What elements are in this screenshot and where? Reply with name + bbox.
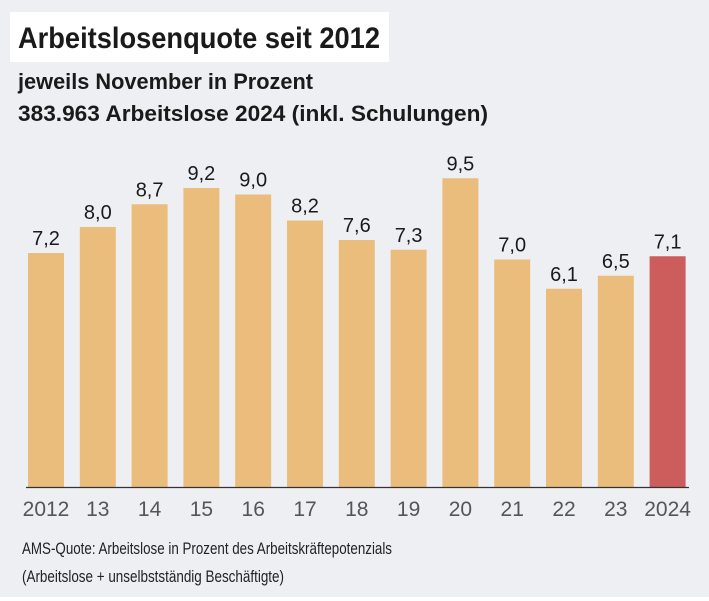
bar-21 (494, 259, 531, 487)
value-label-22: 6,1 (550, 264, 578, 286)
value-label-23: 6,5 (602, 251, 630, 273)
x-tick-17: 17 (293, 498, 316, 521)
bar-19 (390, 249, 427, 487)
x-tick-16: 16 (242, 498, 265, 521)
chart-subtitle-1: jeweils November in Prozent (17, 69, 314, 94)
value-label-19: 7,3 (395, 225, 423, 247)
bar-20 (442, 178, 479, 487)
value-label-16: 9,0 (239, 170, 267, 192)
value-label-18: 7,6 (343, 215, 371, 237)
bar-15 (183, 188, 220, 487)
x-tick-22: 22 (552, 498, 575, 521)
x-tick-14: 14 (138, 498, 162, 521)
footnote-2: (Arbeitslose + unselbstständig Beschäfti… (22, 567, 284, 586)
footnote-1: AMS-Quote: Arbeitslose in Prozent des Ar… (22, 539, 392, 558)
x-tick-18: 18 (345, 498, 368, 521)
bar-13 (79, 227, 116, 487)
chart-subtitle-2: 383.963 Arbeitslose 2024 (inkl. Schulung… (18, 101, 488, 126)
value-label-15: 9,2 (187, 163, 215, 185)
chart-title: Arbeitslosenquote seit 2012 (18, 22, 380, 55)
value-label-20: 9,5 (446, 153, 474, 175)
value-label-13: 8,0 (84, 202, 112, 224)
bar-16 (235, 194, 272, 487)
value-label-2024: 7,1 (654, 231, 682, 253)
x-tick-15: 15 (190, 498, 213, 521)
value-label-21: 7,0 (498, 235, 526, 257)
title-box (10, 12, 389, 62)
bar-17 (287, 220, 323, 487)
bar-22 (546, 288, 582, 487)
x-tick-19: 19 (397, 498, 420, 521)
x-tick-2012: 2012 (23, 498, 70, 521)
bar-18 (338, 240, 375, 487)
x-tick-20: 20 (449, 498, 472, 521)
x-tick-13: 13 (86, 498, 109, 521)
bottom-strip (0, 597, 709, 601)
value-label-2012: 7,2 (32, 228, 60, 250)
bar-2024 (649, 256, 686, 487)
x-tick-2024: 2024 (644, 498, 691, 521)
value-label-17: 8,2 (291, 196, 319, 218)
bar-23 (597, 275, 634, 487)
x-tick-21: 21 (501, 498, 524, 521)
value-label-14: 8,7 (136, 179, 164, 201)
bar-2012 (28, 253, 64, 487)
bar-14 (131, 204, 168, 487)
x-tick-23: 23 (604, 498, 627, 521)
